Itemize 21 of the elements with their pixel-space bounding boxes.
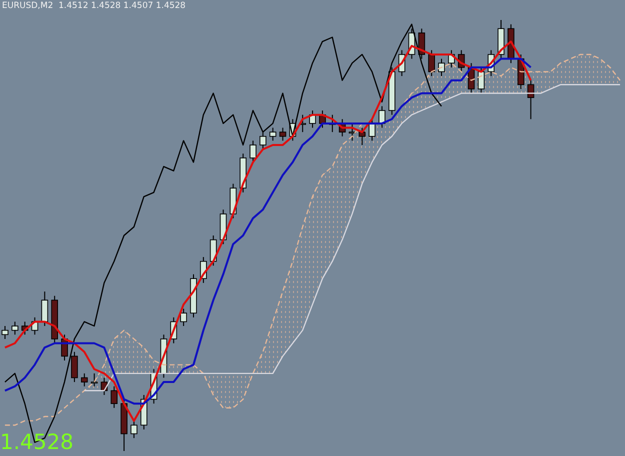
candlestick [90,372,98,387]
candlestick [12,321,18,336]
chart-title: EURUSD,M2 1.4512 1.4528 1.4507 1.4528 [2,1,186,11]
candlestick [438,58,445,77]
candlestick [110,386,118,408]
candlestick [180,308,187,327]
candlestick [71,351,78,383]
candlestick [80,372,88,387]
candlestick [368,118,376,142]
candlestick [250,140,256,163]
candlestick [348,122,356,142]
candlestick [2,326,8,340]
candlestick [260,132,266,150]
candlestick [41,291,48,327]
candlestick [130,420,138,439]
candlestick [378,106,386,128]
candlestick [428,50,435,77]
annotation: 1.4528 [0,430,74,454]
candlestick [358,127,366,146]
candlestick [279,127,286,142]
candlestick [269,127,276,142]
